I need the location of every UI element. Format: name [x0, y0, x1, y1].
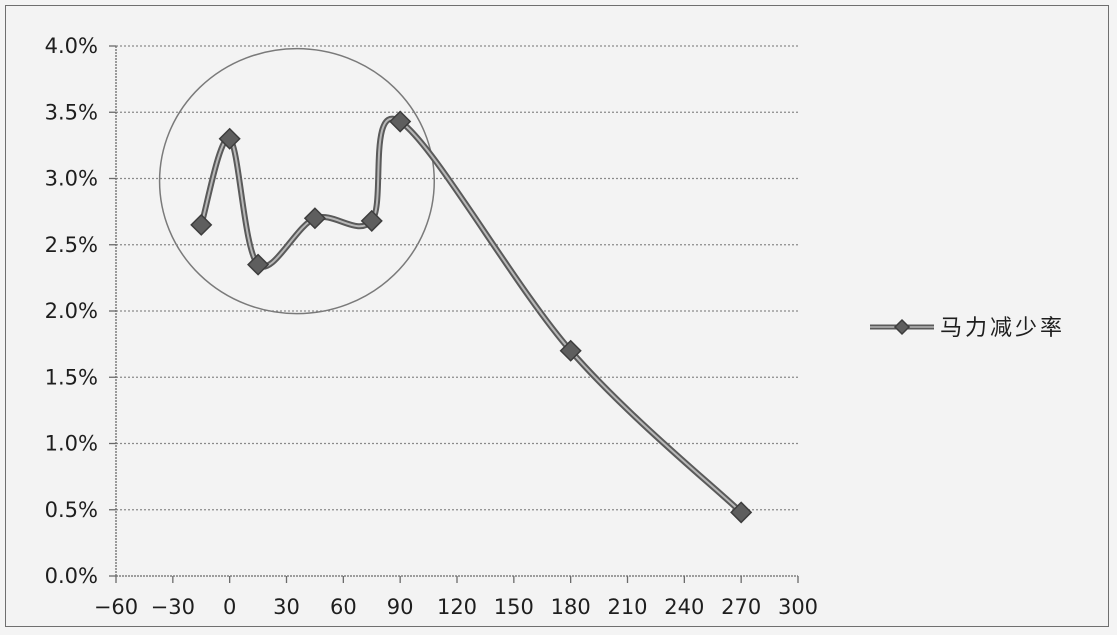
- legend: 马力减少率: [870, 316, 1065, 341]
- data-point: [559, 339, 582, 362]
- x-tick-label: 270: [721, 595, 761, 619]
- highlight-ellipse: [158, 47, 436, 315]
- y-tick-label: 1.5%: [45, 365, 98, 389]
- x-tick-label: 240: [664, 595, 704, 619]
- data-point: [218, 127, 241, 150]
- data-point: [190, 213, 213, 236]
- series-line: [200, 117, 743, 514]
- x-axis-ticks: −60 −30 0 30 60 90 120 150 180 210 240 270 300: [94, 576, 818, 619]
- chart-frame: 0.0% 0.5% 1.0% 1.5% 2.0% 2.5% 3.0% 3.5% 4.0% −60…: [5, 5, 1109, 627]
- x-tick-label: 90: [387, 595, 414, 619]
- y-axis-ticks: 0.0% 0.5% 1.0% 1.5% 2.0% 2.5% 3.0% 3.5% 4.0%: [45, 34, 116, 588]
- x-tick-label: 0: [223, 595, 236, 619]
- data-point: [247, 253, 270, 276]
- y-tick-label: 4.0%: [45, 34, 98, 58]
- x-tick-label: 180: [551, 595, 591, 619]
- data-point: [303, 207, 326, 230]
- y-tick-label: 0.0%: [45, 564, 98, 588]
- data-point: [360, 209, 383, 232]
- annotations: [158, 47, 436, 315]
- x-tick-label: 120: [437, 595, 477, 619]
- data-point: [389, 110, 412, 133]
- y-tick-label: 1.0%: [45, 432, 98, 456]
- legend-label: 马力减少率: [940, 316, 1065, 341]
- line-chart: 0.0% 0.5% 1.0% 1.5% 2.0% 2.5% 3.0% 3.5% 4.0% −60…: [45, 34, 1065, 619]
- y-tick-label: 2.0%: [45, 299, 98, 323]
- x-tick-label: 150: [494, 595, 534, 619]
- series-line-outline: [198, 115, 745, 516]
- x-tick-label: −30: [151, 595, 195, 619]
- y-tick-label: 3.5%: [45, 100, 98, 124]
- x-tick-label: −60: [94, 595, 138, 619]
- data-point: [730, 501, 753, 524]
- legend-marker: [893, 318, 911, 336]
- x-tick-label: 60: [330, 595, 357, 619]
- series-group: [190, 110, 753, 524]
- y-tick-label: 2.5%: [45, 233, 98, 257]
- y-tick-label: 3.0%: [45, 167, 98, 191]
- y-tick-label: 0.5%: [45, 498, 98, 522]
- gridlines: [116, 45, 798, 511]
- x-tick-label: 300: [778, 595, 818, 619]
- x-tick-label: 210: [607, 595, 647, 619]
- x-tick-label: 30: [273, 595, 300, 619]
